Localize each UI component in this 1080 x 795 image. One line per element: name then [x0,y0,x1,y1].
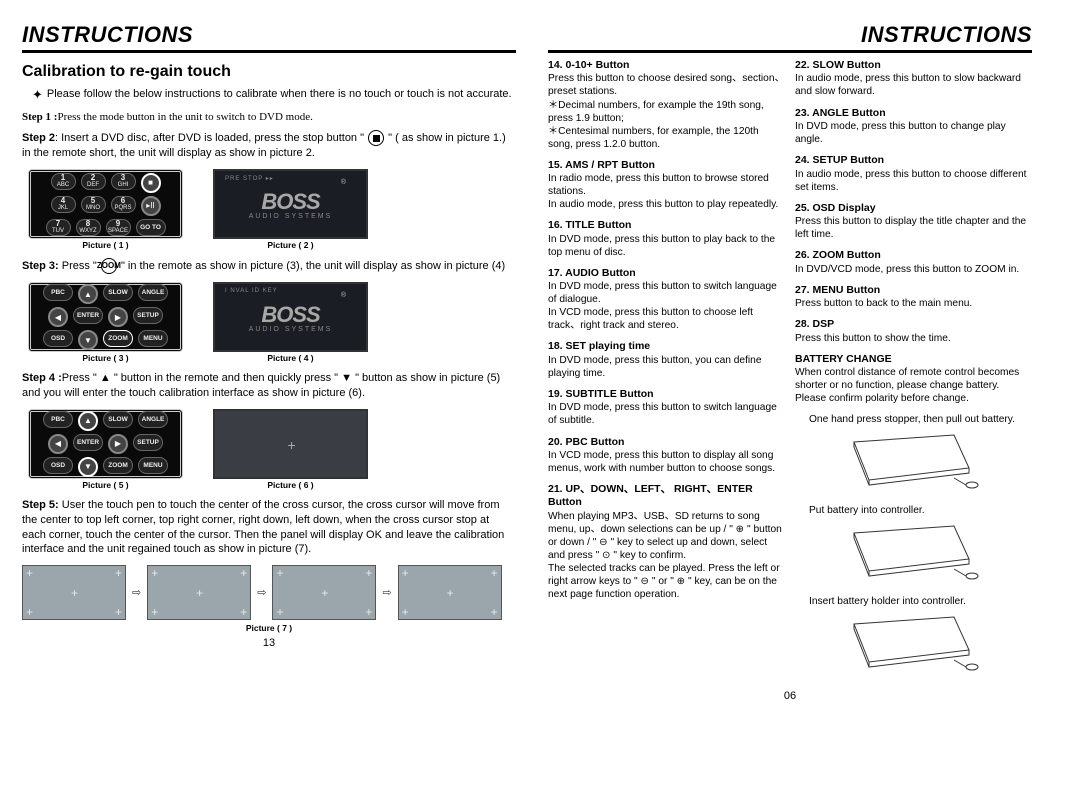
subheading: Calibration to re-gain touch [22,63,516,81]
instruction-item: 27. MENU ButtonPress button to back to t… [795,284,1032,310]
instruction-item: 14. 0-10+ ButtonPress this button to cho… [548,59,785,151]
instruction-item: 15. AMS / RPT ButtonIn radio mode, press… [548,159,785,212]
step-2: Step 2: Insert a DVD disc, after DVD is … [22,130,516,161]
instruction-item: 16. TITLE ButtonIn DVD mode, press this … [548,219,785,259]
left-page-number: 13 [22,637,516,649]
picture-row-3-4: PBC▲SLOWANGLE ◀ENTER▶SETUP OSD▼ZOOMMENU … [28,282,516,363]
column-b: 22. SLOW ButtonIn audio mode, press this… [795,59,1032,686]
stop-icon [368,130,384,146]
instruction-item: 17. AUDIO ButtonIn DVD mode, press this … [548,267,785,333]
remote-picture-3: PBC▲SLOWANGLE ◀ENTER▶SETUP OSD▼ZOOMMENU [28,282,183,352]
left-header: INSTRUCTIONS [22,22,516,53]
instruction-item: 23. ANGLE ButtonIn DVD mode, press this … [795,107,1032,147]
remote-picture-1: 1ABC 2DEF 3GHI ■ 4JKL 5MNO 6PQRS ▸II 7TU… [28,169,183,239]
instruction-item: 19. SUBTITLE ButtonIn DVD mode, press th… [548,388,785,428]
step-5: Step 5: User the touch pen to touch the … [22,498,516,557]
battery-fig-2 [834,521,994,591]
column-a: 14. 0-10+ ButtonPress this button to cho… [548,59,785,686]
instruction-item: 25. OSD DisplayPress this button to disp… [795,202,1032,242]
right-header: INSTRUCTIONS [548,22,1032,53]
instruction-item: 18. SET playing timeIn DVD mode, press t… [548,340,785,380]
instruction-item: 22. SLOW ButtonIn audio mode, press this… [795,59,1032,99]
instruction-item: BATTERY CHANGEWhen control distance of r… [795,353,1032,406]
picture-row-5-6: PBC▲SLOWANGLE ◀ENTER▶SETUP OSD▼ZOOMMENU … [28,409,516,490]
picture-7-row: ++ + ++ ⇨ ++ + ++ ⇨ ++ + ++ ⇨ ++ + ++ [22,565,516,620]
picture-row-1-2: 1ABC 2DEF 3GHI ■ 4JKL 5MNO 6PQRS ▸II 7TU… [28,169,516,250]
instruction-columns: 14. 0-10+ ButtonPress this button to cho… [548,59,1032,686]
right-page-number: 06 [548,690,1032,702]
step-4: Step 4 :Press " ▲ " button in the remote… [22,371,516,401]
battery-illustrations: One hand press stopper, then pull out ba… [795,413,1032,682]
screen-picture-4: I NVAL ID KEY BOSS ® AUDIO SYSTEMS [213,282,368,352]
step-1: Step 1 :Press the mode button in the uni… [22,110,516,125]
battery-fig-1 [834,430,994,500]
instruction-item: 24. SETUP ButtonIn audio mode, press thi… [795,154,1032,194]
instruction-item: 20. PBC ButtonIn VCD mode, press this bu… [548,436,785,476]
remote-picture-5: PBC▲SLOWANGLE ◀ENTER▶SETUP OSD▼ZOOMMENU [28,409,183,479]
step-3: Step 3: Press " ZOOM " in the remote as … [22,258,516,274]
right-page: INSTRUCTIONS 14. 0-10+ ButtonPress this … [532,22,1042,785]
left-page: INSTRUCTIONS Calibration to re-gain touc… [22,22,532,785]
instruction-item: 21. UP、DOWN、LEFT、 RIGHT、ENTER ButtonWhen… [548,483,785,601]
calibration-picture-6: + [213,409,368,479]
instruction-item: 28. DSPPress this button to show the tim… [795,318,1032,344]
zoom-icon: ZOOM [101,258,117,274]
battery-fig-3 [834,612,994,682]
instruction-item: 26. ZOOM ButtonIn DVD/VCD mode, press th… [795,249,1032,275]
screen-picture-2: PRE STOP ▸▸ BOSS ® AUDIO SYSTEMS [213,169,368,239]
intro-text: ✦ Please follow the below instructions t… [32,87,516,104]
